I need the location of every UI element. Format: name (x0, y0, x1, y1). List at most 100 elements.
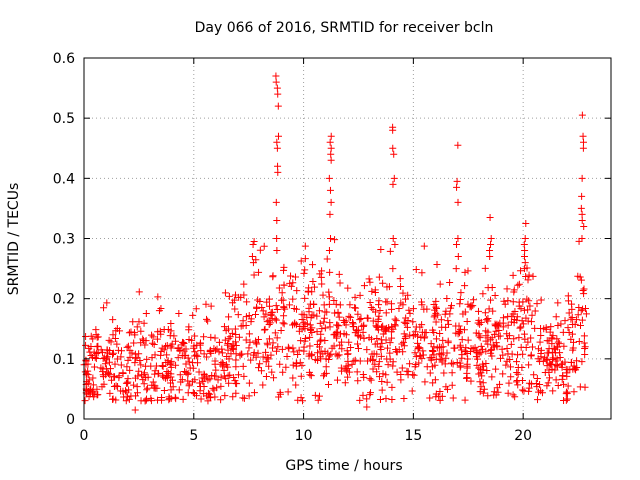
data-point (582, 304, 590, 312)
data-point (315, 307, 323, 315)
data-point (321, 308, 329, 316)
data-point (456, 329, 464, 337)
data-point (273, 235, 281, 242)
data-point (581, 351, 589, 359)
data-point (109, 349, 117, 357)
data-point (344, 357, 352, 365)
data-point (441, 360, 449, 368)
data-point (167, 373, 175, 381)
data-point (168, 340, 176, 348)
data-point (287, 282, 295, 290)
data-point (564, 324, 572, 332)
data-point (554, 381, 562, 389)
data-point (449, 360, 457, 368)
data-point (354, 345, 362, 353)
data-point (430, 351, 438, 359)
data-point (98, 383, 106, 391)
data-point (487, 241, 495, 249)
y-tick-label: 0 (66, 412, 75, 428)
data-point (579, 286, 587, 294)
data-point (350, 357, 358, 365)
data-point (108, 376, 116, 384)
data-point (579, 132, 587, 140)
data-point (375, 373, 383, 381)
data-point (368, 287, 376, 295)
data-point (375, 312, 383, 320)
data-point (301, 294, 309, 302)
data-point (577, 276, 585, 284)
data-point (325, 300, 333, 308)
data-point (225, 335, 233, 343)
data-point (475, 316, 483, 324)
data-point (432, 355, 440, 363)
data-point (514, 381, 522, 389)
data-point (122, 388, 130, 396)
data-point (528, 311, 536, 319)
data-point (149, 378, 157, 386)
data-point (503, 285, 511, 293)
data-point (333, 376, 341, 384)
data-point (265, 335, 273, 343)
data-point (440, 369, 448, 377)
data-point (276, 390, 284, 398)
data-point (331, 309, 339, 317)
data-point (399, 301, 407, 309)
data-point (414, 332, 422, 340)
data-point (301, 266, 309, 274)
data-point (289, 295, 297, 303)
data-point (499, 314, 507, 322)
data-point (256, 360, 264, 368)
data-point (309, 261, 317, 269)
data-point (493, 384, 501, 392)
data-point (169, 383, 177, 391)
data-point (272, 78, 280, 86)
data-point (533, 383, 541, 391)
data-point (242, 336, 250, 344)
data-point (502, 361, 510, 369)
data-point (326, 268, 334, 276)
data-point (384, 361, 392, 369)
data-point (274, 343, 282, 351)
data-point (430, 313, 438, 321)
data-point (276, 360, 284, 368)
data-point (379, 330, 387, 338)
data-point (374, 318, 382, 326)
data-point (308, 324, 316, 332)
data-point (388, 334, 396, 342)
data-point (220, 366, 228, 374)
data-point (222, 375, 230, 383)
data-point (244, 350, 252, 358)
data-point (123, 343, 131, 351)
data-point (226, 371, 234, 379)
data-point (484, 328, 492, 336)
data-point (245, 344, 253, 352)
data-point (300, 343, 308, 351)
data-point (327, 235, 335, 242)
data-point (360, 321, 368, 329)
data-point (309, 277, 317, 285)
data-point (578, 358, 586, 366)
data-point (327, 156, 335, 164)
data-point (432, 305, 440, 313)
data-point (513, 358, 521, 366)
data-point (327, 132, 335, 140)
data-point (301, 242, 309, 250)
data-point (188, 336, 196, 344)
data-point (328, 344, 336, 352)
data-point (272, 347, 280, 355)
data-point (397, 282, 405, 290)
data-point (484, 340, 492, 348)
data-point (321, 324, 329, 332)
data-point (484, 317, 492, 325)
data-point (518, 376, 526, 384)
y-tick-label: 0.3 (53, 232, 75, 248)
data-point (196, 339, 204, 347)
data-point (438, 358, 446, 366)
data-point (87, 351, 95, 359)
data-point (442, 383, 450, 391)
data-point (318, 267, 326, 275)
data-point (260, 242, 268, 250)
data-point (405, 306, 413, 314)
data-point (463, 317, 471, 325)
data-point (378, 339, 386, 347)
